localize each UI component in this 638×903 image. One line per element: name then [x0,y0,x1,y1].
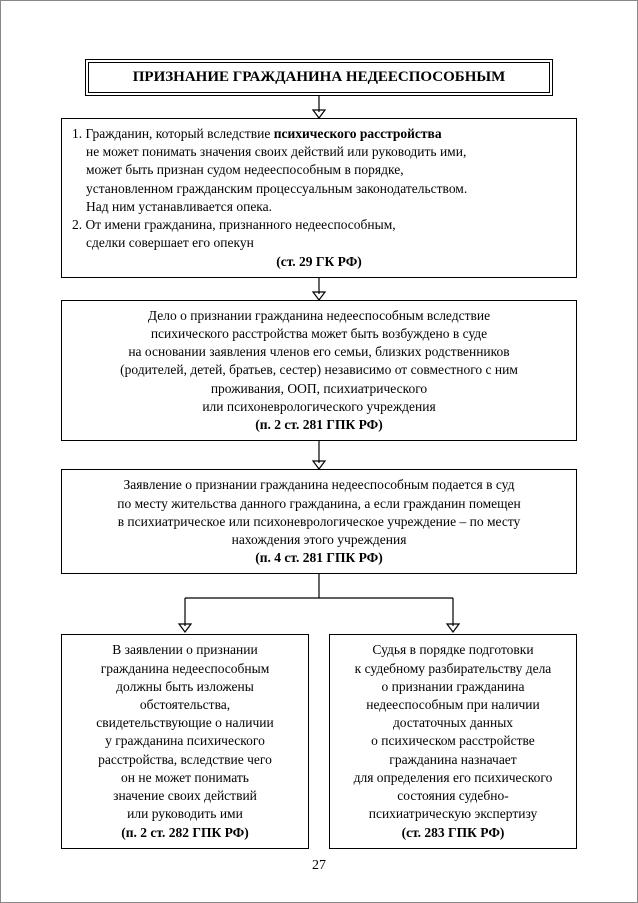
box4l-l1: В заявлении о признании [72,641,298,659]
page-number: 27 [1,858,637,874]
box3-l1: Заявление о признании гражданина недеесп… [72,476,566,494]
box4l-l2: гражданина недееспособным [72,660,298,678]
box1-item1-bold: психического расстройства [274,126,442,141]
arrow-down-icon [309,441,329,469]
title-box: ПРИЗНАНИЕ ГРАЖДАНИНА НЕДЕЕСПОСОБНЫМ [85,59,553,96]
title-text: ПРИЗНАНИЕ ГРАЖДАНИНА НЕДЕЕСПОСОБНЫМ [133,69,506,85]
box4l-l5: свидетельствующие о наличии [72,714,298,732]
arrow-down-icon [309,278,329,300]
box3-l2: по месту жительства данного гражданина, … [72,495,566,513]
box1-item1-l2: не может понимать значения своих действи… [72,143,566,161]
box4l-l10: или руководить ими [72,805,298,823]
box2-l5: проживания, ООП, психиатрического [72,380,566,398]
box2-l2: психического расстройства может быть воз… [72,325,566,343]
box1-item2-l1: 2. От имени гражданина, признанного неде… [72,216,566,234]
box4l-l6: у гражданина психического [72,732,298,750]
box3-l3: в психиатрическое или психоневрологическ… [72,513,566,531]
box-4-left: В заявлении о признании гражданина недее… [61,634,309,848]
box4r-l5: достаточных данных [340,714,566,732]
box1-item1-prefix: 1. Гражданин, который вследствие [72,126,274,141]
two-column-row: В заявлении о признании гражданина недее… [61,634,577,848]
box4r-l1: Судья в порядке подготовки [340,641,566,659]
box-2: Дело о признании гражданина недееспособн… [61,300,577,442]
box4r-ref: (ст. 283 ГПК РФ) [340,824,566,842]
box3-ref: (п. 4 ст. 281 ГПК РФ) [72,549,566,567]
box4l-l8: он не может понимать [72,769,298,787]
split-connector-icon [61,574,577,634]
box-1: 1. Гражданин, который вследствие психиче… [61,118,577,278]
box-3: Заявление о признании гражданина недеесп… [61,469,577,574]
box4r-l4: недееспособным при наличии [340,696,566,714]
box1-ref: (ст. 29 ГК РФ) [72,253,566,271]
page: ПРИЗНАНИЕ ГРАЖДАНИНА НЕДЕЕСПОСОБНЫМ 1. Г… [0,0,638,903]
box1-item1-l3: может быть признан судом недееспособным … [72,161,566,179]
box4r-l3: о признании гражданина [340,678,566,696]
box4l-l7: расстройства, вследствие чего [72,751,298,769]
box4r-l6: о психическом расстройстве [340,732,566,750]
box-4-right: Судья в порядке подготовки к судебному р… [329,634,577,848]
split-connector [61,574,577,634]
box1-item1-l4: установленном гражданским процессуальным… [72,180,566,198]
box4r-l10: психиатрическую экспертизу [340,805,566,823]
box2-l1: Дело о признании гражданина недееспособн… [72,307,566,325]
box3-l4: нахождения этого учреждения [72,531,566,549]
box4l-l9: значение своих действий [72,787,298,805]
box1-item2-l2: сделки совершает его опекун [72,234,566,252]
box4r-l2: к судебному разбирательству дела [340,660,566,678]
box4r-l8: для определения его психического [340,769,566,787]
box2-l4: (родителей, детей, братьев, сестер) неза… [72,361,566,379]
box4l-l4: обстоятельства, [72,696,298,714]
arrow-down-icon [309,96,329,118]
box2-ref: (п. 2 ст. 281 ГПК РФ) [72,416,566,434]
box4l-l3: должны быть изложены [72,678,298,696]
box2-l6: или психоневрологического учреждения [72,398,566,416]
box4l-ref: (п. 2 ст. 282 ГПК РФ) [72,824,298,842]
box4r-l7: гражданина назначает [340,751,566,769]
box4r-l9: состояния судебно- [340,787,566,805]
box2-l3: на основании заявления членов его семьи,… [72,343,566,361]
box1-item1-l5: Над ним устанавливается опека. [72,198,566,216]
